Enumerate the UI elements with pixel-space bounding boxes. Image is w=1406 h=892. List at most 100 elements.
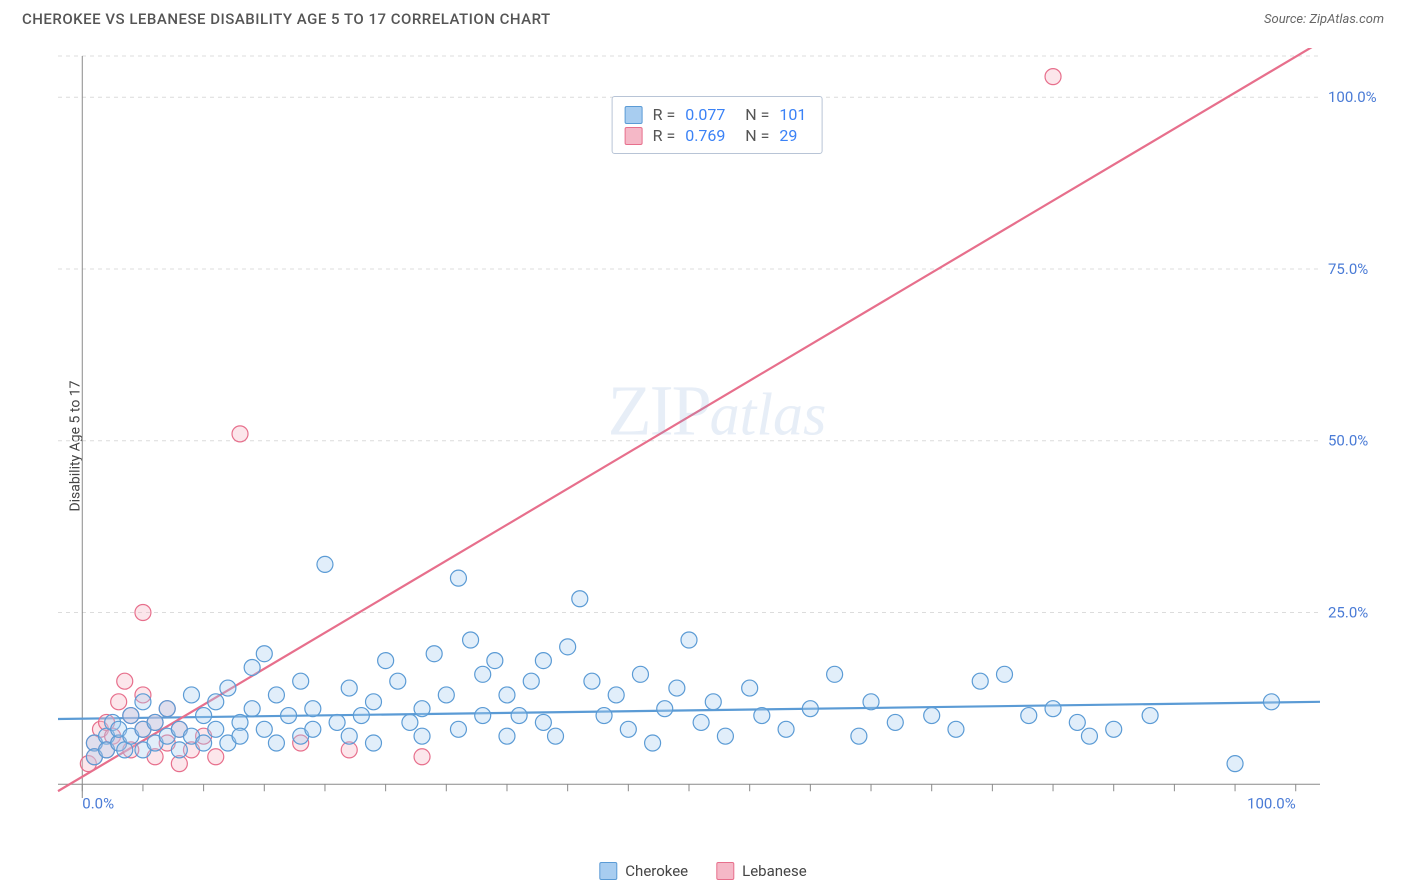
data-point xyxy=(487,653,503,669)
data-point xyxy=(972,673,988,689)
stat-label: N = xyxy=(745,105,769,124)
data-point xyxy=(244,701,260,717)
data-point xyxy=(293,673,309,689)
source-attribution: Source: ZipAtlas.com xyxy=(1264,12,1384,27)
data-point xyxy=(196,735,212,751)
legend-label: Lebanese xyxy=(742,862,807,880)
data-point xyxy=(997,666,1013,682)
data-point xyxy=(560,639,576,655)
data-point xyxy=(450,721,466,737)
data-point xyxy=(645,735,661,751)
data-point xyxy=(111,694,127,710)
data-point xyxy=(281,708,297,724)
data-point xyxy=(693,714,709,730)
data-point xyxy=(208,721,224,737)
data-point xyxy=(754,708,770,724)
data-point xyxy=(572,591,588,607)
data-point xyxy=(117,673,133,689)
data-point xyxy=(366,735,382,751)
data-point xyxy=(390,673,406,689)
data-point xyxy=(366,694,382,710)
data-point xyxy=(1069,714,1085,730)
data-point xyxy=(475,708,491,724)
y-tick-label: 75.0% xyxy=(1328,260,1368,278)
data-point xyxy=(511,708,527,724)
data-point xyxy=(827,666,843,682)
data-point xyxy=(268,735,284,751)
data-point xyxy=(135,694,151,710)
x-tick-label: 100.0% xyxy=(1247,794,1296,812)
data-point xyxy=(657,701,673,717)
n-value: 29 xyxy=(779,126,809,145)
data-point xyxy=(1106,721,1122,737)
series-legend: Cherokee Lebanese xyxy=(599,862,806,880)
legend-label: Cherokee xyxy=(625,862,688,880)
data-point xyxy=(268,687,284,703)
chart-header: CHEROKEE VS LEBANESE DISABILITY AGE 5 TO… xyxy=(0,0,1406,40)
data-point xyxy=(232,426,248,442)
stat-label: R = xyxy=(653,126,676,145)
data-point xyxy=(778,721,794,737)
data-point xyxy=(669,680,685,696)
data-point xyxy=(196,708,212,724)
data-point xyxy=(717,728,733,744)
x-tick-label: 0.0% xyxy=(82,794,114,812)
data-point xyxy=(1142,708,1158,724)
y-tick-label: 50.0% xyxy=(1328,432,1368,450)
data-point xyxy=(256,646,272,662)
chart-title: CHEROKEE VS LEBANESE DISABILITY AGE 5 TO… xyxy=(22,10,551,28)
data-point xyxy=(924,708,940,724)
data-point xyxy=(244,659,260,675)
data-point xyxy=(948,721,964,737)
data-point xyxy=(681,632,697,648)
data-point xyxy=(1263,694,1279,710)
legend-swatch xyxy=(625,106,643,124)
data-point xyxy=(475,666,491,682)
data-point xyxy=(632,666,648,682)
data-point xyxy=(208,694,224,710)
y-tick-label: 25.0% xyxy=(1328,604,1368,622)
data-point xyxy=(402,714,418,730)
data-point xyxy=(378,653,394,669)
data-point xyxy=(317,556,333,572)
data-point xyxy=(414,728,430,744)
y-tick-label: 100.0% xyxy=(1328,88,1377,106)
data-point xyxy=(548,728,564,744)
legend-swatch xyxy=(625,127,643,145)
data-point xyxy=(232,728,248,744)
data-point xyxy=(608,687,624,703)
data-point xyxy=(414,701,430,717)
data-point xyxy=(863,694,879,710)
data-point xyxy=(123,708,139,724)
data-point xyxy=(705,694,721,710)
data-point xyxy=(596,708,612,724)
data-point xyxy=(341,680,357,696)
data-point xyxy=(426,646,442,662)
data-point xyxy=(329,714,345,730)
data-point xyxy=(1021,708,1037,724)
data-point xyxy=(135,605,151,621)
data-point xyxy=(499,728,515,744)
data-point xyxy=(414,749,430,765)
data-point xyxy=(1045,69,1061,85)
data-point xyxy=(887,714,903,730)
data-point xyxy=(1227,756,1243,772)
data-point xyxy=(802,701,818,717)
scatter-plot: 25.0%50.0%75.0%100.0%0.0%100.0% ZIPatlas… xyxy=(54,48,1380,838)
data-point xyxy=(438,687,454,703)
plot-svg: 25.0% 50.0% 75.0% 100.0% 0.0% 100.0% xyxy=(54,48,1380,838)
data-point xyxy=(523,673,539,689)
data-point xyxy=(620,721,636,737)
data-point xyxy=(159,701,175,717)
data-point xyxy=(341,728,357,744)
data-point xyxy=(1045,701,1061,717)
legend-item: Cherokee xyxy=(599,862,688,880)
data-point xyxy=(535,714,551,730)
data-point xyxy=(353,708,369,724)
legend-swatch xyxy=(599,862,617,880)
source-link[interactable]: ZipAtlas.com xyxy=(1309,12,1384,27)
stat-label: R = xyxy=(653,105,676,124)
data-point xyxy=(851,728,867,744)
data-point xyxy=(1081,728,1097,744)
legend-item: Lebanese xyxy=(716,862,807,880)
